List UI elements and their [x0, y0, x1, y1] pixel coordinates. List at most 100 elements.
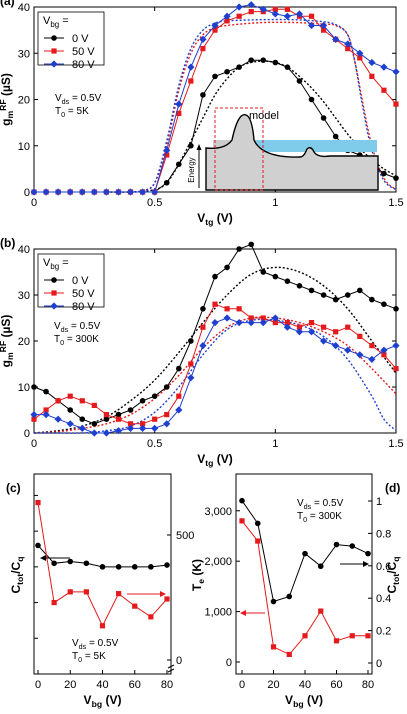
- data-point: [369, 296, 375, 303]
- arrow-right-icon: [363, 561, 369, 567]
- data-point: [164, 562, 170, 568]
- data-point: [271, 10, 279, 18]
- series-80v: [30, 1, 400, 196]
- data-point: [320, 337, 328, 345]
- data-point: [139, 398, 146, 404]
- data-point: [236, 306, 242, 312]
- axis-break: [167, 668, 175, 673]
- data-point: [286, 593, 293, 600]
- data-point: [200, 46, 206, 52]
- data-point: [284, 64, 291, 70]
- data-point: [239, 497, 245, 504]
- data-point: [199, 342, 207, 350]
- y-axis-label: Ctot/Cq: [9, 557, 25, 594]
- data-point: [139, 424, 147, 432]
- condition-vds: Vds = 0.5V: [297, 498, 344, 511]
- data-point: [187, 374, 195, 382]
- data-point: [54, 415, 62, 423]
- data-point: [345, 46, 351, 52]
- y-right-tick-label: 1: [376, 496, 382, 508]
- data-point: [151, 188, 159, 196]
- data-point: [236, 13, 242, 19]
- data-point: [212, 273, 218, 280]
- data-point: [259, 5, 267, 13]
- x-tick-label: 1.5: [388, 438, 403, 450]
- data-point: [51, 560, 57, 567]
- data-point: [380, 63, 388, 71]
- data-point: [67, 589, 73, 595]
- data-point: [114, 188, 123, 196]
- x-tick-label: 0: [35, 679, 41, 691]
- data-point: [90, 429, 98, 437]
- data-point: [248, 57, 254, 63]
- x-tick-label: 40: [299, 679, 311, 691]
- data-point: [126, 188, 135, 196]
- arrow-right-icon: [160, 591, 166, 597]
- data-point: [211, 21, 219, 30]
- data-point: [239, 518, 245, 524]
- data-point: [152, 416, 158, 422]
- arrow-left-icon: [240, 610, 246, 616]
- data-point: [296, 78, 303, 84]
- data-point: [393, 366, 399, 372]
- y-tick-label: 40: [18, 244, 30, 256]
- x-tick-label: 0: [31, 197, 37, 209]
- data-point: [271, 314, 279, 322]
- data-point: [260, 269, 267, 275]
- condition-t0: T0 = 5K: [72, 651, 106, 664]
- data-point: [254, 520, 261, 527]
- data-point: [365, 633, 371, 639]
- data-point: [247, 1, 255, 9]
- inset-arrow-icon: [196, 144, 202, 150]
- data-point: [140, 421, 146, 427]
- x-tick-label: 1: [272, 197, 278, 209]
- data-point: [42, 188, 50, 196]
- data-point: [103, 416, 110, 423]
- condition-vds: Vds = 0.5V: [55, 93, 102, 106]
- y-right-tick-label: 0: [376, 658, 382, 670]
- data-point: [175, 406, 183, 414]
- fit-curve: [33, 318, 397, 434]
- data-point: [333, 638, 340, 644]
- data-point: [320, 115, 327, 121]
- data-point: [235, 3, 243, 11]
- data-point: [332, 35, 340, 43]
- data-point: [236, 246, 242, 252]
- panel-a: 0 0.5 1 1.5 0 10 20 30 40 Vbg =0 V50 V80 V: [18, 1, 404, 209]
- data-point: [344, 346, 352, 354]
- data-point: [126, 424, 135, 432]
- data-point: [54, 188, 62, 196]
- panel-label: (c): [6, 481, 21, 495]
- data-point: [260, 57, 267, 63]
- data-point: [332, 342, 340, 350]
- series-line: [37, 545, 168, 568]
- data-point: [349, 633, 355, 639]
- data-point: [393, 175, 399, 181]
- data-point: [235, 319, 243, 327]
- data-point: [188, 338, 194, 344]
- data-point: [188, 78, 194, 84]
- data-point: [260, 315, 266, 321]
- legend-entry: 0 V: [72, 33, 89, 45]
- data-point: [286, 651, 292, 658]
- x-tick-label: 1.5: [388, 197, 403, 209]
- data-point: [139, 188, 147, 196]
- arrow-left-icon: [40, 555, 46, 561]
- data-point: [392, 68, 400, 76]
- energy-model-inset: Energy model: [187, 107, 379, 191]
- data-point: [31, 384, 37, 390]
- data-point: [308, 287, 315, 294]
- data-point: [224, 306, 230, 312]
- x-axis-label: Vbg (V): [285, 693, 323, 709]
- data-point: [212, 73, 218, 80]
- y-axis-label: gmRF (µS): [0, 315, 15, 368]
- data-point: [302, 633, 308, 639]
- data-point: [35, 499, 41, 506]
- data-point: [83, 560, 90, 567]
- data-point: [148, 614, 154, 620]
- data-point: [236, 64, 242, 70]
- data-point: [295, 328, 304, 336]
- legend-title: Vbg =: [43, 257, 69, 271]
- data-point: [103, 412, 109, 418]
- legend-marker: [50, 60, 58, 68]
